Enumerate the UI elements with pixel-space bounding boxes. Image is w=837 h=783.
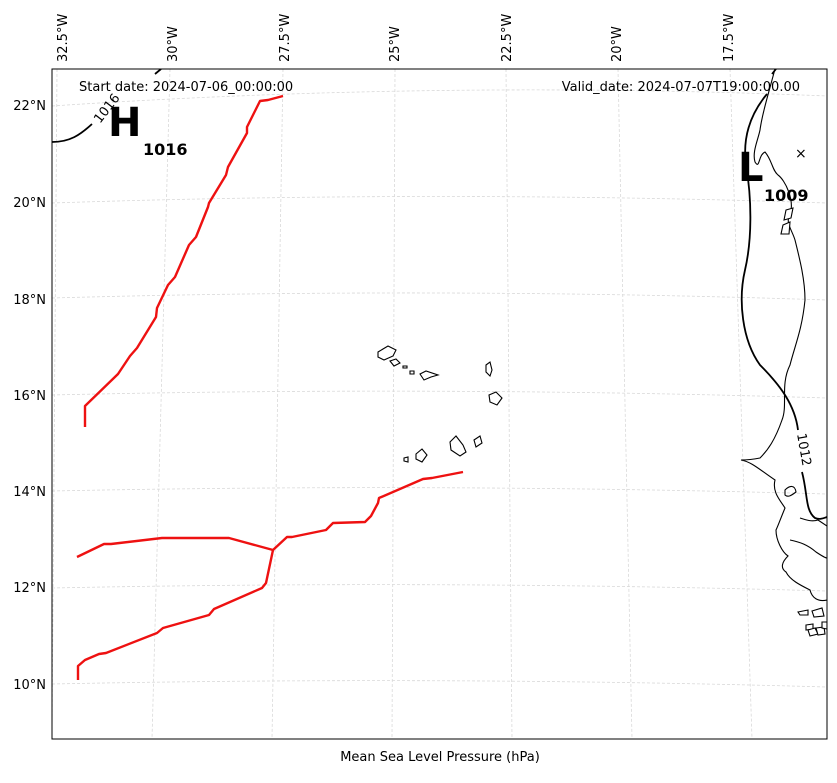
high-letter: H xyxy=(108,100,141,146)
graticule xyxy=(52,69,827,739)
lat-label: 10°N xyxy=(13,678,46,693)
low-value: 1009 xyxy=(764,186,809,205)
low-marker: × xyxy=(795,146,807,162)
contour-label: 1012 xyxy=(793,432,814,467)
african-coastline xyxy=(740,69,827,637)
isobar-1012 xyxy=(740,93,799,431)
lon-label: 32.5°W xyxy=(56,14,71,62)
latitude-labels: 22°N 20°N 18°N 16°N 14°N 12°N 10°N xyxy=(13,99,46,693)
plot-frame xyxy=(51,68,828,740)
track-north xyxy=(83,94,284,427)
isobar-1012-south xyxy=(801,471,827,520)
lat-label: 12°N xyxy=(13,581,46,596)
lon-label: 27.5°W xyxy=(278,14,293,62)
low-pressure-center: L 1009 × xyxy=(738,145,809,205)
footer-label: Mean Sea Level Pressure (hPa) xyxy=(340,750,540,765)
lon-label: 30°W xyxy=(166,26,181,62)
lat-label: 18°N xyxy=(13,293,46,308)
longitude-labels: 32.5°W 30°W 27.5°W 25°W 22.5°W 20°W 17.5… xyxy=(56,14,737,62)
high-pressure-center: H 1016 xyxy=(108,100,188,159)
storm-tracks xyxy=(76,94,464,680)
cape-verde-islands xyxy=(377,345,503,463)
lon-label: 25°W xyxy=(388,26,403,62)
lon-label: 20°W xyxy=(610,26,625,62)
isobar-1016 xyxy=(52,123,93,143)
lat-label: 14°N xyxy=(13,485,46,500)
low-letter: L xyxy=(738,145,764,191)
lat-label: 20°N xyxy=(13,196,46,211)
lon-label: 22.5°W xyxy=(500,14,515,62)
start-date-label: Start date: 2024-07-06_00:00:00 xyxy=(79,80,293,95)
lat-label: 16°N xyxy=(13,389,46,404)
isobar-1016-top xyxy=(154,69,162,75)
high-value: 1016 xyxy=(143,140,188,159)
lon-label: 17.5°W xyxy=(722,14,737,62)
lat-label: 22°N xyxy=(13,99,46,114)
map-plot-area xyxy=(52,69,827,739)
valid-date-label: Valid_date: 2024-07-07T19:00:00.00 xyxy=(562,80,800,95)
track-branch xyxy=(76,536,274,559)
track-south xyxy=(76,470,464,680)
